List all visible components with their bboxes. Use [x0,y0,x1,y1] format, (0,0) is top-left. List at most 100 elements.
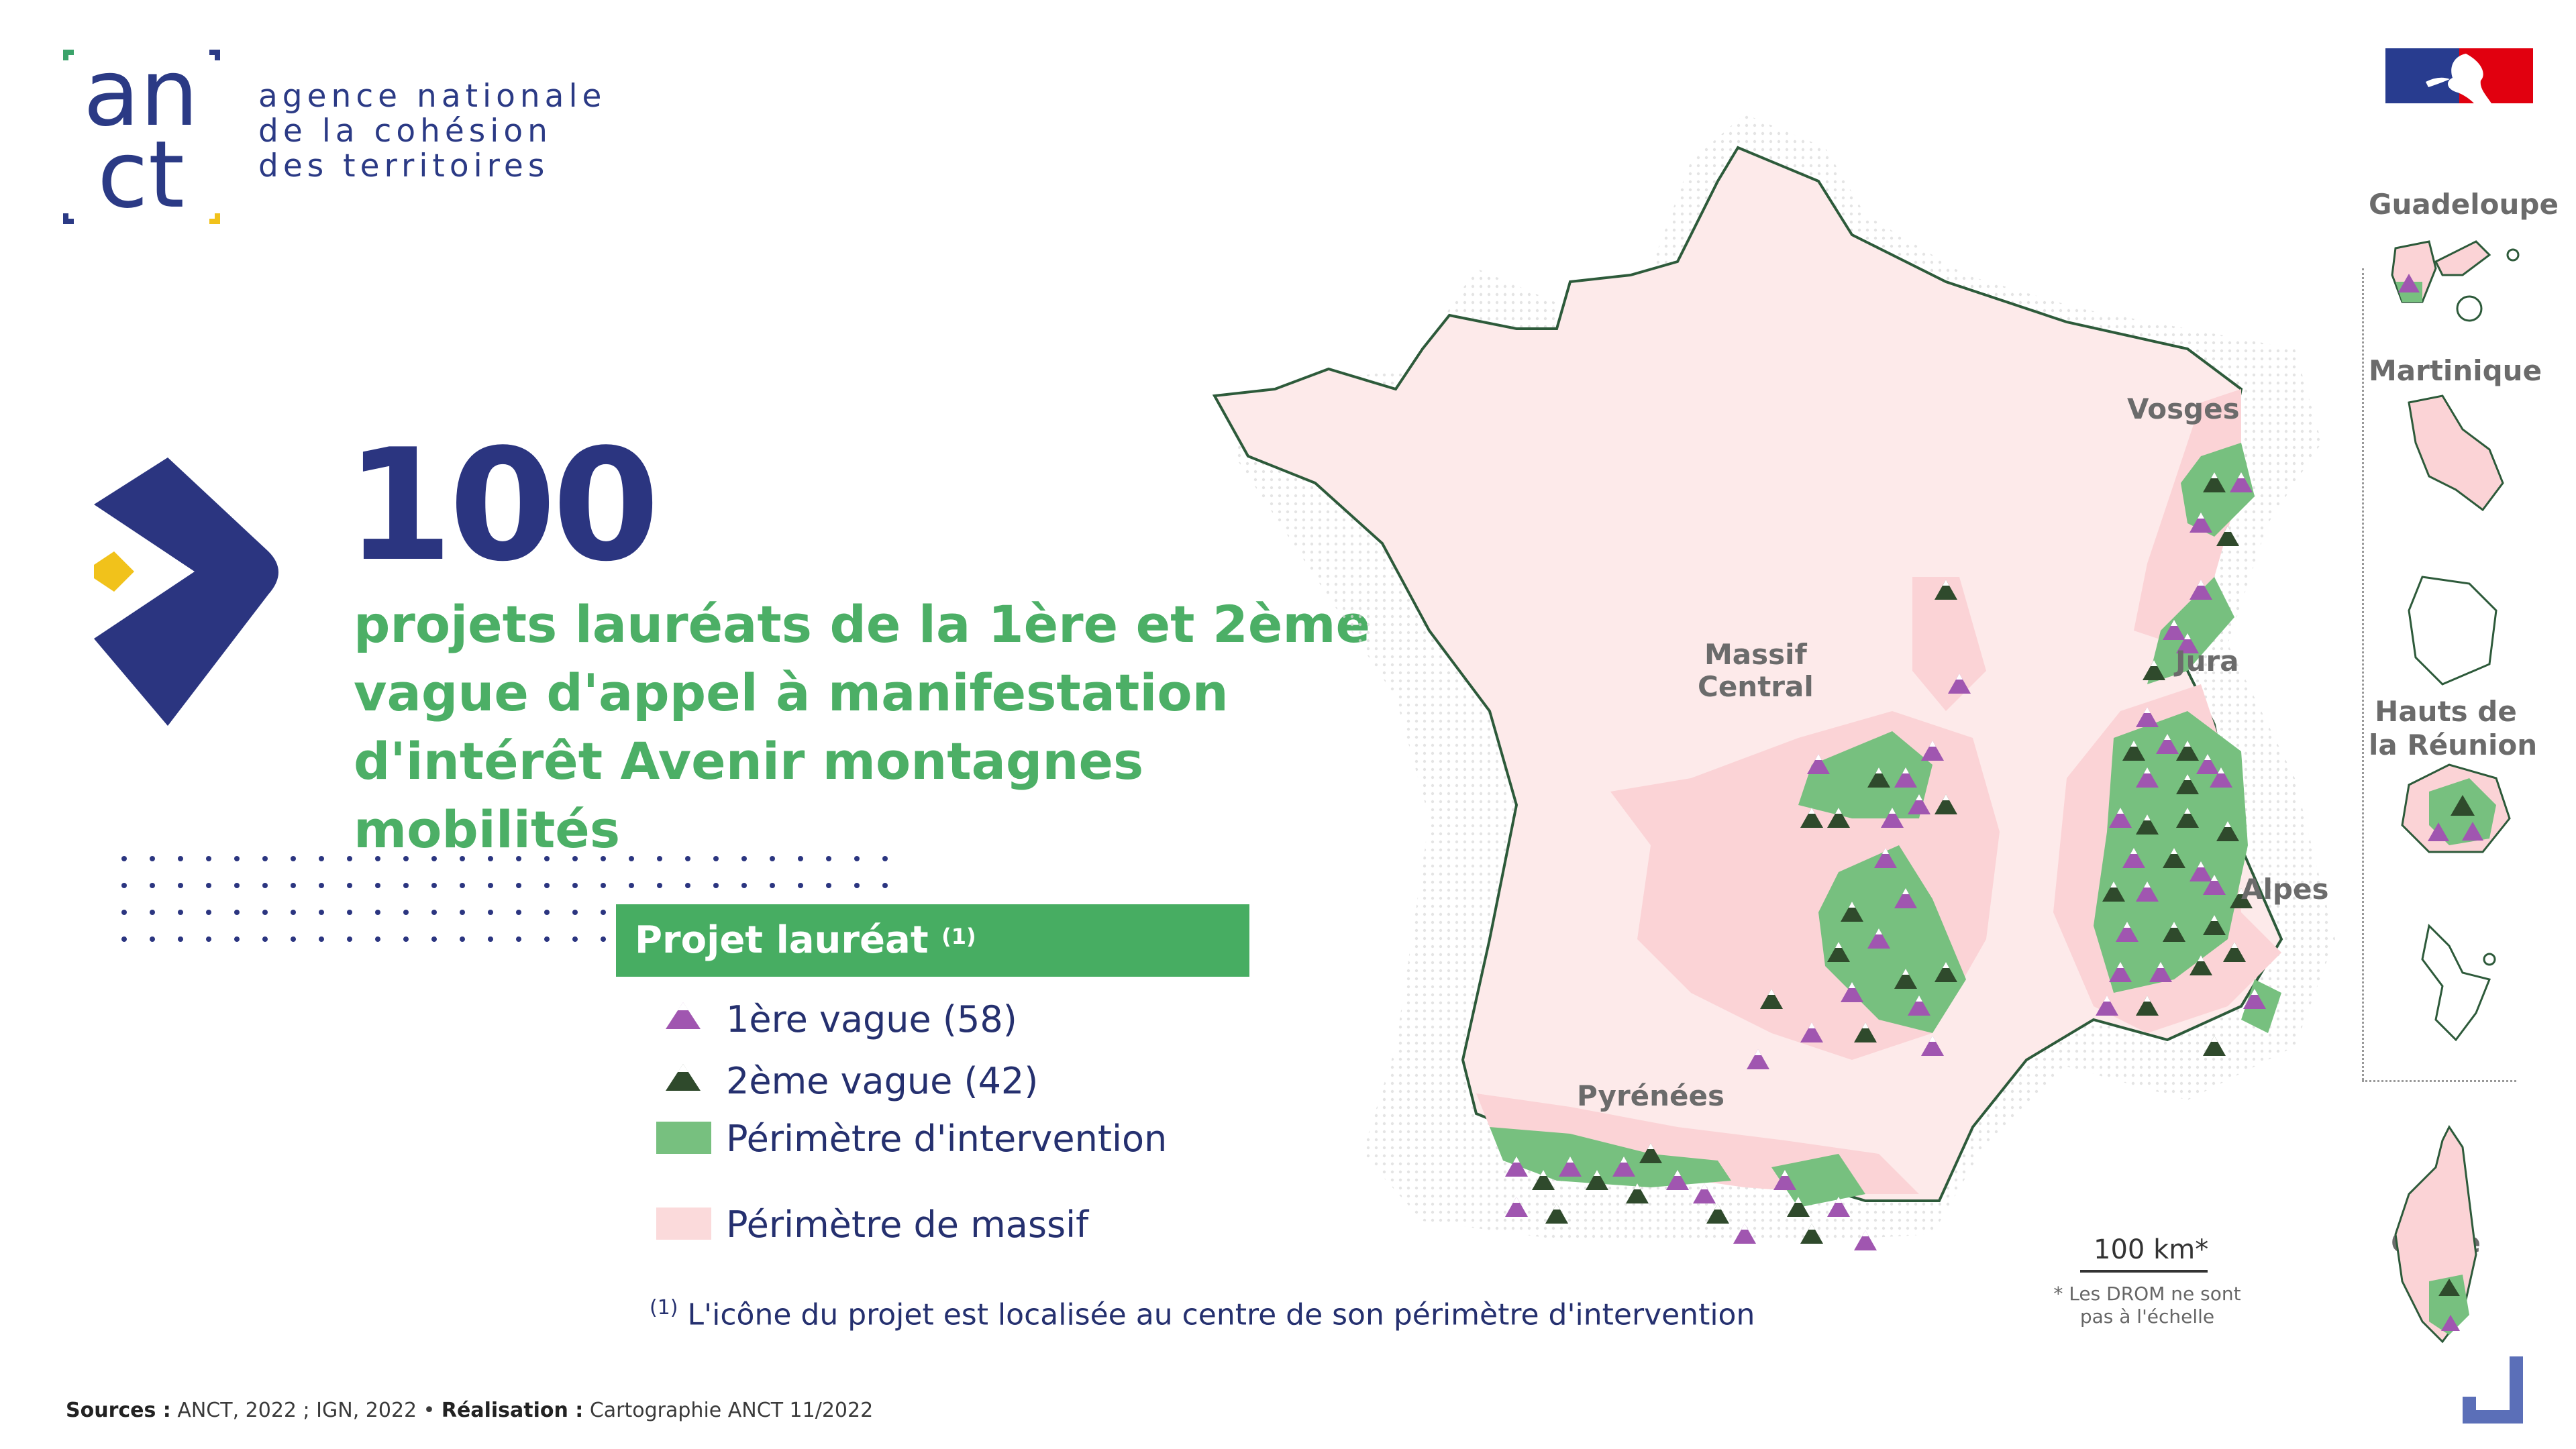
legend-massif-label: Périmètre de massif [726,1203,1089,1246]
project-wave1-triangle-icon [2189,580,2212,600]
scale-label: 100 km* [2094,1234,2209,1265]
project-wave1-triangle-icon [2230,472,2253,492]
project-wave1-triangle-icon [1505,1197,1528,1217]
region-label-jura: Jura [2175,645,2239,678]
triangle-snowcap [1902,767,1909,773]
triangle-snowcap [2184,633,2191,639]
triangle-snowcap [2171,620,2177,626]
triangle-snowcap [2184,741,2191,747]
project-wave1-triangle-icon [1908,996,1930,1016]
project-wave2-triangle-icon [2216,821,2239,841]
corse-map [2375,1120,2510,1348]
project-wave1-triangle-icon [1881,808,1904,828]
project-wave1-triangle-icon [2109,808,2132,828]
intervention-pyrenees-east [1771,1154,1865,1208]
project-wave2-triangle-icon [2102,881,2125,902]
project-wave2-triangle-icon [2176,774,2199,794]
triangle-snowcap [1943,794,1949,800]
project-wave1-triangle-icon [2210,767,2232,788]
triangle-snowcap [2117,962,2124,968]
legend-intervention-label: Périmètre d'intervention [726,1118,1168,1160]
project-wave1-triangle-icon [2122,848,2145,868]
project-wave2-triangle-icon [1935,962,1957,982]
triangle-snowcap [1882,848,1889,854]
footnote-mark: (1) [650,1296,678,1320]
project-wave2-triangle-icon [1787,1197,1810,1217]
project-wave2-triangle-icon [2136,814,2159,835]
triangle-snowcap [2211,1036,2218,1042]
project-wave2-triangle-icon [2203,915,2226,935]
project-wave2-triangle-icon [2163,848,2185,868]
triangle-snowcap [2110,881,2117,888]
triangle-snowcap [1889,808,1896,814]
project-wave1-triangle-icon [1773,1170,1796,1190]
logo-line-3: des territoires [258,148,550,184]
region-label-massif-central-1: Massif [1704,638,1807,671]
triangle-snowcap [2224,821,2231,827]
triangle-snowcap [2144,996,2151,1002]
project-wave2-triangle-icon [1894,969,1917,989]
project-wave2-triangle-icon [2230,888,2253,908]
triangle-snowcap [2231,942,2238,948]
corner-chevron-icon [2456,1350,2530,1430]
triangle-snowcap [2211,472,2218,478]
project-wave2-triangle-icon [1827,808,1850,828]
triangle-snowcap [1701,1183,1708,1189]
legend-wave2-icon [663,1061,703,1096]
project-wave1-triangle-icon [1666,1170,1689,1190]
project-wave1-triangle-icon [1921,741,1944,761]
project-wave2-triangle-icon [1867,767,1890,788]
project-wave2-triangle-icon [2122,741,2145,761]
logo-wordmark: agence nationale de la cohésion des terr… [258,79,606,184]
triangle-snowcap [1916,996,1922,1002]
triangle-snowcap [2184,774,2191,780]
project-wave1-triangle-icon [1874,848,1897,868]
project-wave2-triangle-icon [2216,526,2239,546]
triangle-snowcap [1929,1036,1936,1042]
triangle-snowcap [2238,888,2245,894]
region-label-vosges: Vosges [2127,392,2240,425]
triangle-snowcap [1849,982,1855,988]
project-wave2-triangle-icon [1706,1203,1729,1224]
project-wave1-triangle-icon [2196,754,2219,774]
project-wave2-triangle-icon [1827,942,1850,962]
project-wave1-triangle-icon [1559,1157,1582,1177]
region-label-pyrenees: Pyrénées [1577,1079,1725,1112]
project-wave1-triangle-icon [1854,1230,1877,1250]
headline: projets lauréats de la 1ère et 2ème vagu… [354,590,1427,864]
project-wave1-triangle-icon [2243,989,2266,1009]
scale-bar [2080,1270,2208,1273]
triangle-snowcap [1647,1143,1654,1149]
triangle-snowcap [1849,902,1855,908]
made-text: Cartographie ANCT 11/2022 [583,1399,874,1422]
project-wave1-triangle-icon [1505,1157,1528,1177]
project-wave1-triangle-icon [2116,922,2139,942]
triangle-snowcap [1875,928,1882,934]
project-wave1-triangle-icon [2149,962,2172,982]
triangle-snowcap [2211,875,2218,881]
project-wave2-triangle-icon [1935,580,1957,600]
logo-mark-top: an [83,46,199,147]
intervention-pyrenees-west [1490,1127,1731,1187]
footnote: (1) L'icône du projet est localisée au c… [650,1296,1755,1332]
project-wave2-triangle-icon [1935,794,1957,814]
footnote-text: L'icône du projet est localisée au centr… [687,1297,1755,1332]
triangle-snowcap [1755,1049,1761,1055]
triangle-snowcap [1835,942,1842,948]
intervention-massif-central-south [1818,845,1966,1033]
triangle-snowcap [2124,922,2130,928]
triangle-snowcap [2184,808,2191,814]
triangle-snowcap [2130,848,2137,854]
region-label-massif-central-2: Central [1698,670,1814,703]
project-wave2-triangle-icon [2143,660,2165,680]
triangle-snowcap [2171,848,2177,854]
project-wave1-triangle-icon [2109,962,2132,982]
reunion-map [2389,758,2523,865]
guyane-map [2389,570,2523,691]
triangle-snowcap [1808,1022,1815,1028]
triangle-snowcap [2144,881,2151,888]
logo-line-1: agence nationale [258,78,607,115]
legend-header-note: (1) [941,924,976,949]
project-wave1-triangle-icon [1948,674,1971,694]
triangle-snowcap [1902,969,1909,975]
